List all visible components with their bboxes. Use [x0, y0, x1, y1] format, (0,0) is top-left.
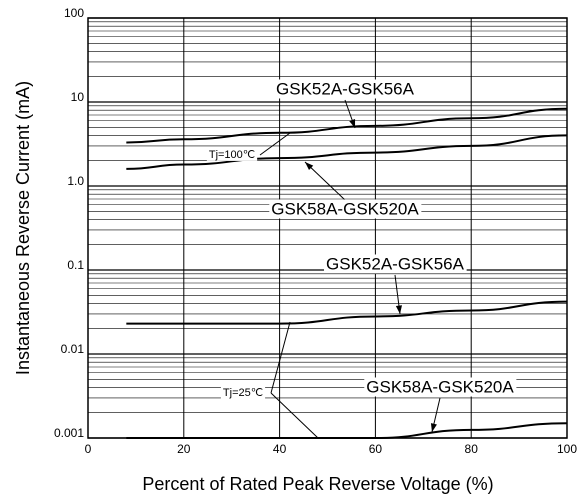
annotation-bg	[269, 199, 422, 219]
y-tick-label: 0.1	[67, 258, 84, 272]
x-tick-label: 80	[465, 442, 479, 456]
x-tick-label: 20	[177, 442, 191, 456]
y-tick-label: 0.01	[61, 342, 85, 356]
x-tick-label: 40	[273, 442, 287, 456]
series-line	[126, 422, 568, 440]
annotation-line	[270, 392, 319, 439]
annotation: Tj=100℃	[209, 149, 255, 161]
annotation-bg	[220, 386, 266, 399]
arrow-head	[430, 423, 437, 432]
annotation: GSK58A-GSK520A	[271, 199, 419, 218]
series-line	[126, 300, 568, 325]
series-line	[126, 107, 568, 144]
y-tick-label: 100	[64, 6, 84, 20]
annotation-bg	[364, 377, 517, 397]
annotation: GSK52A-GSK56A	[326, 254, 465, 273]
x-axis-label: Percent of Rated Peak Reverse Voltage (%…	[142, 474, 493, 494]
annotation: Tj=25℃	[223, 387, 263, 399]
annotation-bg	[274, 79, 417, 99]
x-tick-label: 0	[85, 442, 92, 456]
annotation: GSK52A-GSK56A	[276, 79, 415, 98]
y-tick-label: 10	[71, 90, 85, 104]
y-tick-label: 1.0	[67, 174, 84, 188]
arrow-head	[349, 119, 356, 128]
y-axis-label: Instantaneous Reverse Current (mA)	[13, 81, 33, 375]
y-tick-label: 0.001	[54, 426, 84, 440]
annotation-line	[304, 161, 346, 201]
x-tick-label: 60	[369, 442, 383, 456]
annotation-line	[270, 321, 291, 394]
annotation-bg	[324, 254, 467, 274]
annotation-line	[259, 132, 291, 156]
series-line	[126, 134, 568, 170]
annotation: GSK58A-GSK520A	[366, 377, 514, 396]
arrow-head	[305, 162, 314, 171]
arrow-head	[395, 305, 402, 314]
x-tick-label: 100	[557, 442, 577, 456]
annotation-bg	[206, 148, 258, 161]
